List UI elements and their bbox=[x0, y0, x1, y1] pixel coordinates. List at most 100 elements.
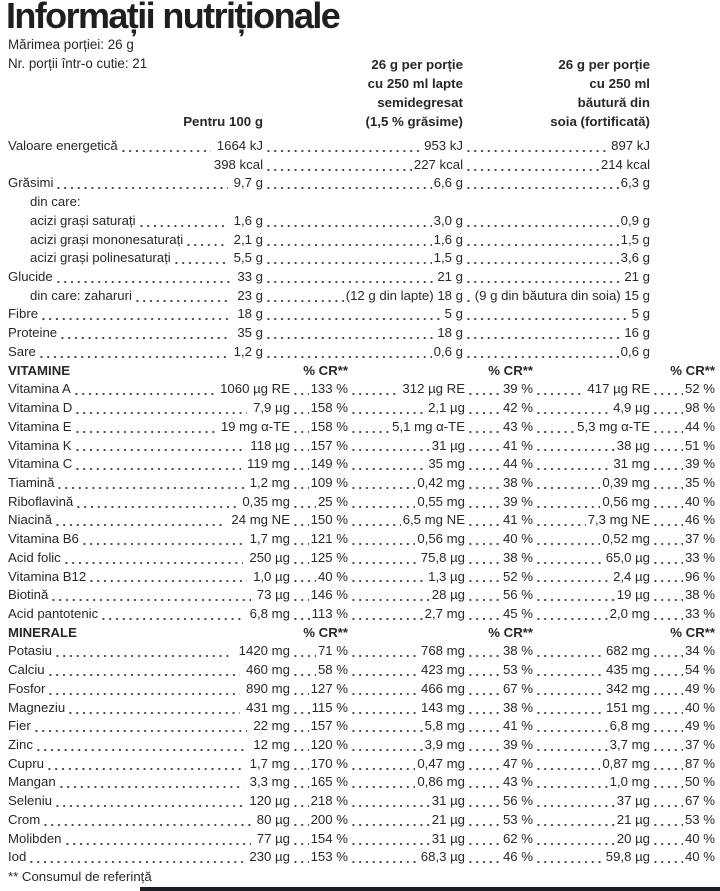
value-per-100g: 1,6 g bbox=[230, 212, 263, 231]
value-per-100g: 890 mg bbox=[242, 680, 290, 699]
dot-leader bbox=[350, 417, 391, 437]
dot-leader bbox=[350, 698, 419, 718]
pct-milk-portion: 53 % bbox=[465, 661, 533, 680]
pct-milk-portion: 42 % bbox=[465, 399, 533, 418]
dot-leader bbox=[265, 137, 423, 156]
cell-value: 143 mg bbox=[421, 699, 465, 715]
dot-leader bbox=[467, 792, 501, 811]
value-milk-portion: 28 µg bbox=[348, 586, 465, 605]
dot-leader bbox=[535, 567, 612, 587]
pct-soy-portion: 33 % bbox=[650, 604, 715, 624]
cell-value: 21 µg bbox=[616, 811, 650, 827]
dot-leader bbox=[652, 679, 683, 699]
value-milk-portion: 21 g bbox=[263, 268, 463, 287]
cell-value: 312 µg RE bbox=[402, 381, 465, 397]
dot-leader bbox=[652, 698, 683, 718]
dot-leader bbox=[47, 679, 240, 699]
value-soy-portion: 5 g bbox=[463, 305, 650, 325]
cell-value: 423 mg bbox=[421, 662, 465, 678]
cell-value: 52 % bbox=[684, 381, 715, 397]
value-per-100g: 2,1 g bbox=[230, 231, 263, 250]
cell-value: 50 % bbox=[684, 774, 715, 790]
dot-leader bbox=[535, 417, 576, 437]
pct-soy-portion: 49 % bbox=[650, 717, 715, 736]
pct-soy-portion: 38 % bbox=[650, 586, 715, 605]
dot-leader bbox=[350, 717, 423, 736]
cell-value: (12 g din lapte) 18 g bbox=[345, 287, 463, 303]
cell-value: 0,56 mg bbox=[602, 493, 650, 509]
cell-value: 22 mg bbox=[253, 718, 290, 734]
dot-leader bbox=[652, 399, 683, 418]
dot-leader bbox=[137, 211, 228, 231]
dot-leader bbox=[350, 455, 427, 474]
pct-milk-portion: 52 % bbox=[465, 567, 533, 587]
dot-leader bbox=[652, 548, 683, 568]
dot-leader bbox=[652, 773, 683, 793]
cell-value: 342 mg bbox=[606, 680, 650, 696]
cell-value: 120 % bbox=[310, 737, 348, 752]
pct-milk-portion: 56 % bbox=[465, 586, 533, 605]
dot-leader bbox=[465, 286, 473, 306]
cell-value: 0,6 g bbox=[433, 343, 463, 359]
dot-leader bbox=[42, 810, 251, 830]
cell-value: 158 % bbox=[310, 418, 348, 434]
cell-value: 33 g bbox=[237, 269, 263, 285]
row-spacer bbox=[650, 156, 715, 175]
cell-value: 431 mg bbox=[246, 699, 290, 715]
nutrition-row: Magneziu 431 mg 115 % 143 mg 38 % 151 mg 40 % bbox=[0, 698, 720, 718]
cell-value: 12 mg bbox=[253, 737, 290, 752]
dot-leader bbox=[350, 679, 419, 699]
pct-per-100g: 113 % bbox=[290, 604, 348, 624]
pct-soy-portion: 51 % bbox=[650, 436, 715, 456]
value-milk-portion: 1,3 µg bbox=[348, 567, 465, 587]
cell-value: 58 % bbox=[317, 662, 348, 678]
pct-per-100g: 157 % bbox=[290, 717, 348, 736]
value-milk-portion: 0,47 mg bbox=[348, 754, 465, 774]
cell-value: 38 µg bbox=[616, 437, 650, 453]
pct-per-100g: 125 % bbox=[290, 548, 348, 568]
cell-value: 5,8 mg bbox=[424, 718, 465, 734]
pct-soy-portion: 46 % bbox=[650, 511, 715, 531]
dot-leader bbox=[292, 736, 309, 755]
dot-leader bbox=[467, 661, 501, 680]
cell-value: 119 mg bbox=[246, 456, 290, 472]
dot-leader bbox=[467, 848, 501, 868]
pct-milk-portion: 38 % bbox=[465, 698, 533, 718]
cell-value: 39 % bbox=[502, 737, 533, 752]
cell-value: 73 µg bbox=[256, 587, 290, 603]
dot-leader bbox=[467, 736, 501, 755]
cell-value: 41 % bbox=[502, 512, 533, 528]
cell-value: 1,3 µg bbox=[428, 568, 465, 584]
dot-leader bbox=[73, 417, 215, 437]
cell-value: 214 kcal bbox=[600, 156, 650, 172]
section-header-row: VITAMINE % CR** % CR** % CR** bbox=[0, 362, 720, 381]
value-milk-portion: 18 g bbox=[263, 324, 463, 343]
dot-leader bbox=[265, 230, 432, 250]
row-label: Crom bbox=[8, 811, 41, 827]
cell-value: 44 % bbox=[684, 418, 715, 434]
pct-soy-portion: 49 % bbox=[650, 679, 715, 699]
cell-value: 96 % bbox=[684, 568, 715, 584]
nutrition-row: Potasiu 1420 mg 71 % 768 mg 38 % 682 mg 34 % bbox=[0, 642, 720, 662]
row-label: Glucide bbox=[8, 269, 53, 285]
nutrition-row: Vitamina K 118 µg 157 % 31 µg 41 % 38 µg 51 % bbox=[0, 436, 720, 456]
dot-leader bbox=[350, 492, 416, 512]
cell-value: 466 mg bbox=[421, 680, 465, 696]
dot-leader bbox=[37, 342, 228, 362]
dot-leader bbox=[292, 717, 309, 736]
dot-leader bbox=[292, 679, 309, 699]
value-soy-portion: 59,8 µg bbox=[533, 848, 650, 868]
cell-value: 23 g bbox=[237, 287, 263, 303]
value-per-100g: 77 µg bbox=[253, 830, 290, 849]
column-header-milk-portion: 26 g per porție cu 250 ml lapte semidegr… bbox=[365, 57, 463, 129]
nutrition-table: Valoare energetică 1664 kJ 953 kJ 897 kJ 398… bbox=[0, 137, 720, 868]
cell-value: 65,0 µg bbox=[605, 549, 650, 565]
value-milk-portion: 2,1 µg bbox=[348, 399, 465, 418]
cell-value: 41 % bbox=[502, 718, 533, 734]
dot-leader bbox=[292, 567, 316, 587]
pct-soy-portion: 33 % bbox=[650, 548, 715, 568]
cell-value: 52 % bbox=[502, 568, 533, 584]
row-spacer bbox=[650, 324, 715, 343]
nutrition-row: Calciu 460 mg 58 % 423 mg 53 % 435 mg 54 % bbox=[0, 661, 720, 680]
dot-leader bbox=[73, 436, 245, 456]
